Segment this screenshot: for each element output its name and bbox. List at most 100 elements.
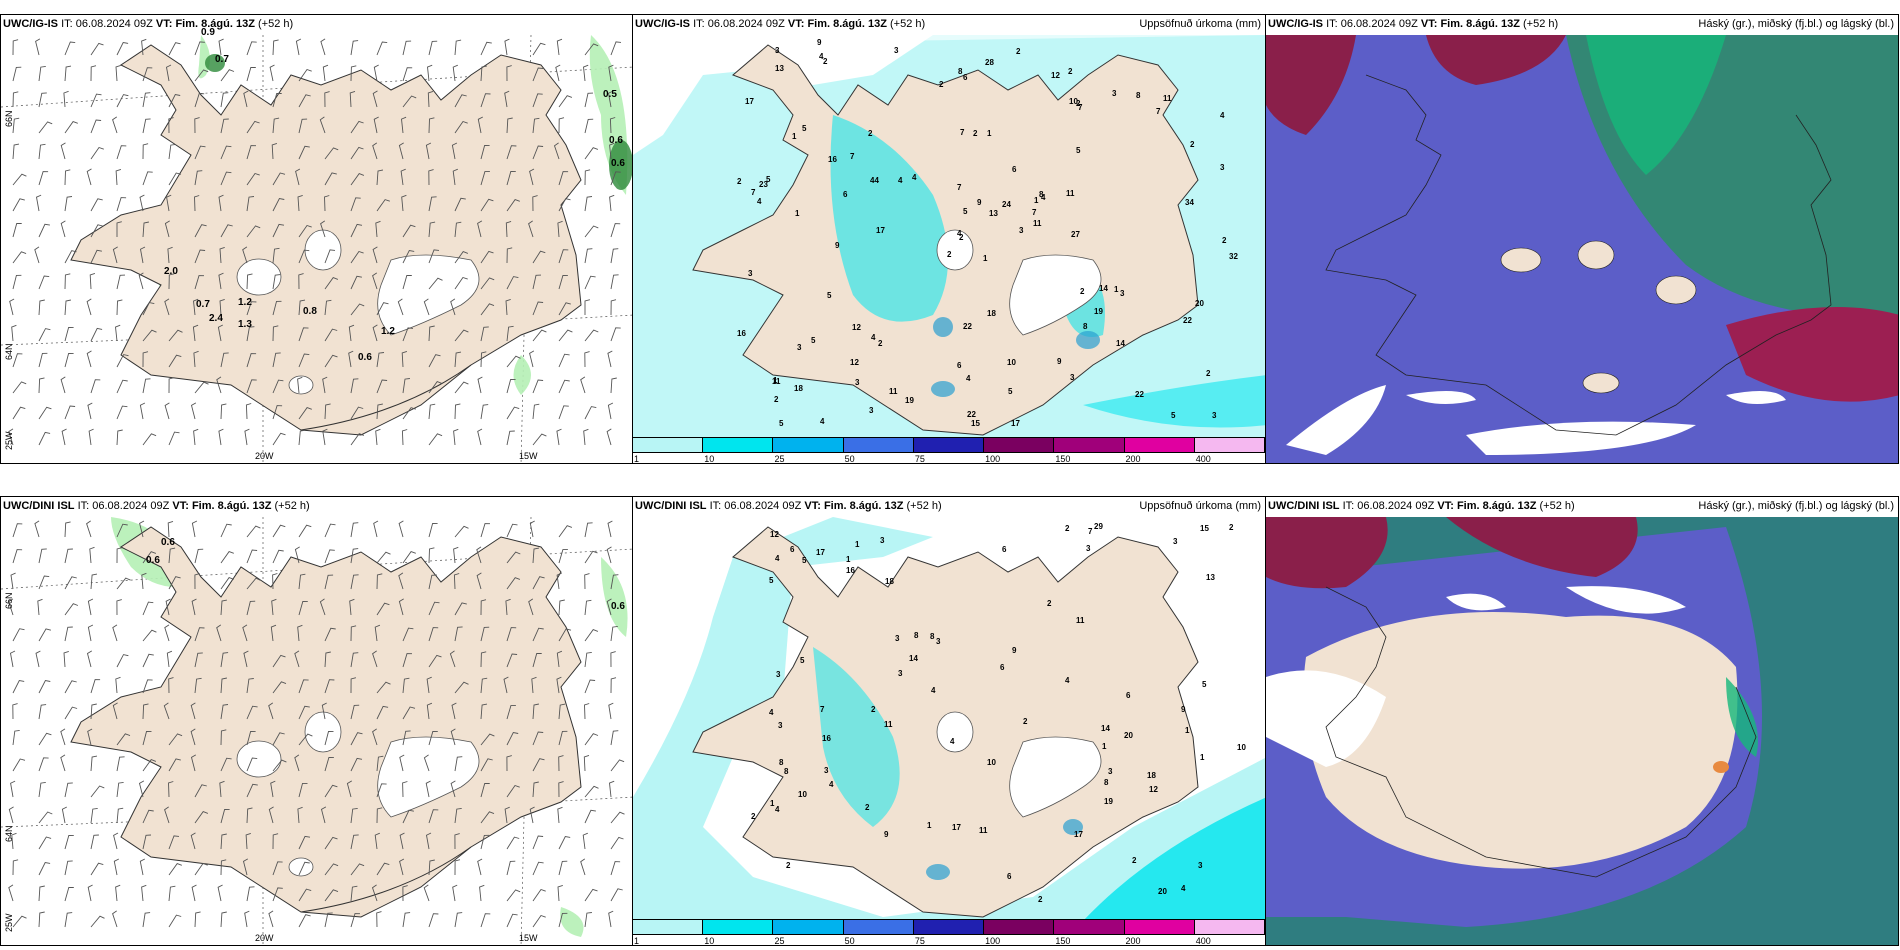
wind-barb [452, 884, 458, 902]
wind-barb [506, 171, 516, 186]
it-label: IT: [1326, 18, 1338, 30]
wind-barb [607, 90, 614, 108]
wind-barb [142, 601, 154, 616]
wind-barb [428, 40, 438, 56]
wind-barb [426, 702, 433, 720]
wind-barb [350, 574, 359, 590]
precip-value-label: 3 [895, 634, 900, 643]
wind-barb [532, 145, 544, 160]
precip-medium [830, 115, 1265, 428]
wind-barb [476, 572, 482, 590]
wind-barb [272, 681, 287, 694]
wind-barb [64, 405, 76, 420]
wind-barb [139, 520, 145, 538]
wind-barb [87, 884, 93, 902]
precip-value-label: 8 [1104, 778, 1109, 787]
wind-barb [584, 147, 599, 160]
colorbar-tick-label: 100 [985, 454, 1001, 464]
wind-barb [112, 910, 118, 928]
wind-barb [376, 403, 383, 420]
mid-cloud-maroon-nw [1266, 35, 1356, 135]
wind-barb [610, 677, 617, 694]
map-canvas: 0.60.60.6 [1, 516, 632, 945]
wind-barb [116, 274, 126, 290]
wind-barb [116, 354, 129, 368]
wind-barb [454, 602, 467, 616]
wind-barb [142, 912, 151, 928]
precip-value-label: 0.8 [303, 306, 317, 317]
precip-value-label: 3 [855, 378, 860, 387]
wind-barb [218, 38, 224, 56]
wind-barb [60, 376, 66, 394]
wind-barb [428, 547, 435, 564]
wind-barb [609, 117, 616, 134]
wind-barb [428, 627, 439, 642]
wind-barb [116, 599, 122, 616]
wind-barb [64, 680, 77, 694]
wind-barb [376, 41, 388, 56]
precip-value-label: 11 [1076, 616, 1085, 625]
model-name: UWC/DINI ISL [1268, 500, 1340, 512]
no-precip-area [633, 35, 933, 155]
wind-barb [271, 142, 278, 160]
mid-cloud-maroon-e [1726, 307, 1898, 402]
wind-barb [90, 379, 101, 394]
vt-label: VT: [787, 18, 805, 30]
wind-barb [350, 120, 364, 134]
lead-time: (+52 h) [274, 500, 310, 512]
precip-value-label: 7 [1088, 527, 1093, 536]
wind-barb [427, 90, 434, 108]
wind-barb [87, 624, 94, 642]
wind-barb [324, 277, 339, 290]
wind-barb [584, 248, 593, 264]
wind-barb [558, 95, 573, 108]
wind-barb [609, 194, 615, 212]
precip-value-label: 22 [963, 322, 972, 331]
wind-barb [350, 677, 357, 694]
wind-barb [322, 428, 328, 446]
precip-value-label: 17 [745, 97, 754, 106]
wind-barb [376, 681, 391, 694]
wind-barb [350, 522, 359, 538]
wind-barb [272, 93, 282, 108]
wind-barb [116, 197, 127, 212]
wind-barb [350, 807, 358, 824]
model-name: UWC/DINI ISL [3, 500, 75, 512]
wind-barb [532, 914, 546, 928]
wind-barb [584, 573, 590, 590]
wind-barb [116, 379, 128, 394]
vt-label: VT: [172, 500, 189, 512]
wind-barb [90, 42, 104, 56]
wind-barb [12, 859, 19, 876]
wind-barb [558, 117, 565, 134]
wind-barb [190, 402, 197, 420]
precip-value-label: 8 [784, 767, 789, 776]
wind-barb [164, 624, 170, 642]
wind-barb [606, 546, 612, 564]
wind-barb [399, 754, 405, 772]
wind-barb [480, 93, 491, 108]
wind-barb [8, 598, 14, 616]
wind-barb [10, 572, 16, 590]
wind-barb [64, 835, 74, 850]
wind-barb [557, 220, 563, 238]
wind-barb [190, 728, 196, 746]
wind-barb [532, 835, 544, 850]
map-panel-wind-dini: 0.6 0.6 0.6 UWC/DINI ISL IT: 06.08.2024 09… [0, 496, 633, 946]
colorbar-tick-label: 200 [1125, 936, 1141, 946]
precip-value-label: 1.2 [238, 297, 252, 308]
wind-barb [272, 172, 286, 186]
wind-barb [168, 354, 182, 368]
wind-barb [375, 428, 381, 446]
wind-barb [142, 730, 152, 746]
panel-header: UWC/IG-IS IT: 06.08.2024 09Z VT: Fim. 8.… [635, 18, 925, 30]
wind-barb [116, 94, 129, 108]
precip-value-label: 22 [967, 410, 976, 419]
wind-barb [272, 117, 280, 134]
wind-barb [402, 95, 417, 108]
precip-value-label: 8 [779, 758, 784, 767]
precip-value-label: 3 [894, 46, 899, 55]
precip-value-label: 11 [884, 720, 893, 729]
precip-value-label: 4 [966, 374, 971, 383]
